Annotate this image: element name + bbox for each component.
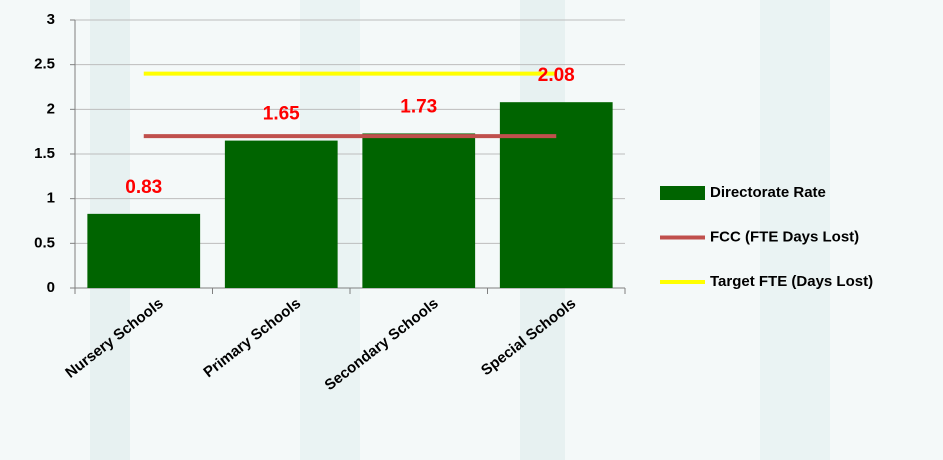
bar: [362, 133, 476, 288]
data-label: 0.83: [125, 177, 162, 198]
data-label: 1.65: [263, 104, 300, 125]
bar: [87, 213, 201, 288]
legend-swatch: [660, 186, 705, 200]
y-tick-label: 1.5: [34, 145, 55, 162]
legend-label: Directorate Rate: [710, 184, 826, 201]
y-tick-label: 3: [47, 11, 55, 28]
y-tick-label: 1: [47, 190, 55, 207]
data-label: 1.73: [400, 96, 437, 117]
y-tick-label: 2: [47, 100, 55, 117]
data-label: 2.08: [538, 65, 575, 86]
bar: [224, 140, 338, 288]
legend-label: Target FTE (Days Lost): [710, 273, 873, 290]
y-tick-label: 0: [47, 279, 55, 296]
bar: [499, 102, 613, 288]
y-tick-label: 0.5: [34, 234, 55, 251]
legend-label: FCC (FTE Days Lost): [710, 228, 859, 245]
y-tick-label: 2.5: [34, 56, 55, 73]
